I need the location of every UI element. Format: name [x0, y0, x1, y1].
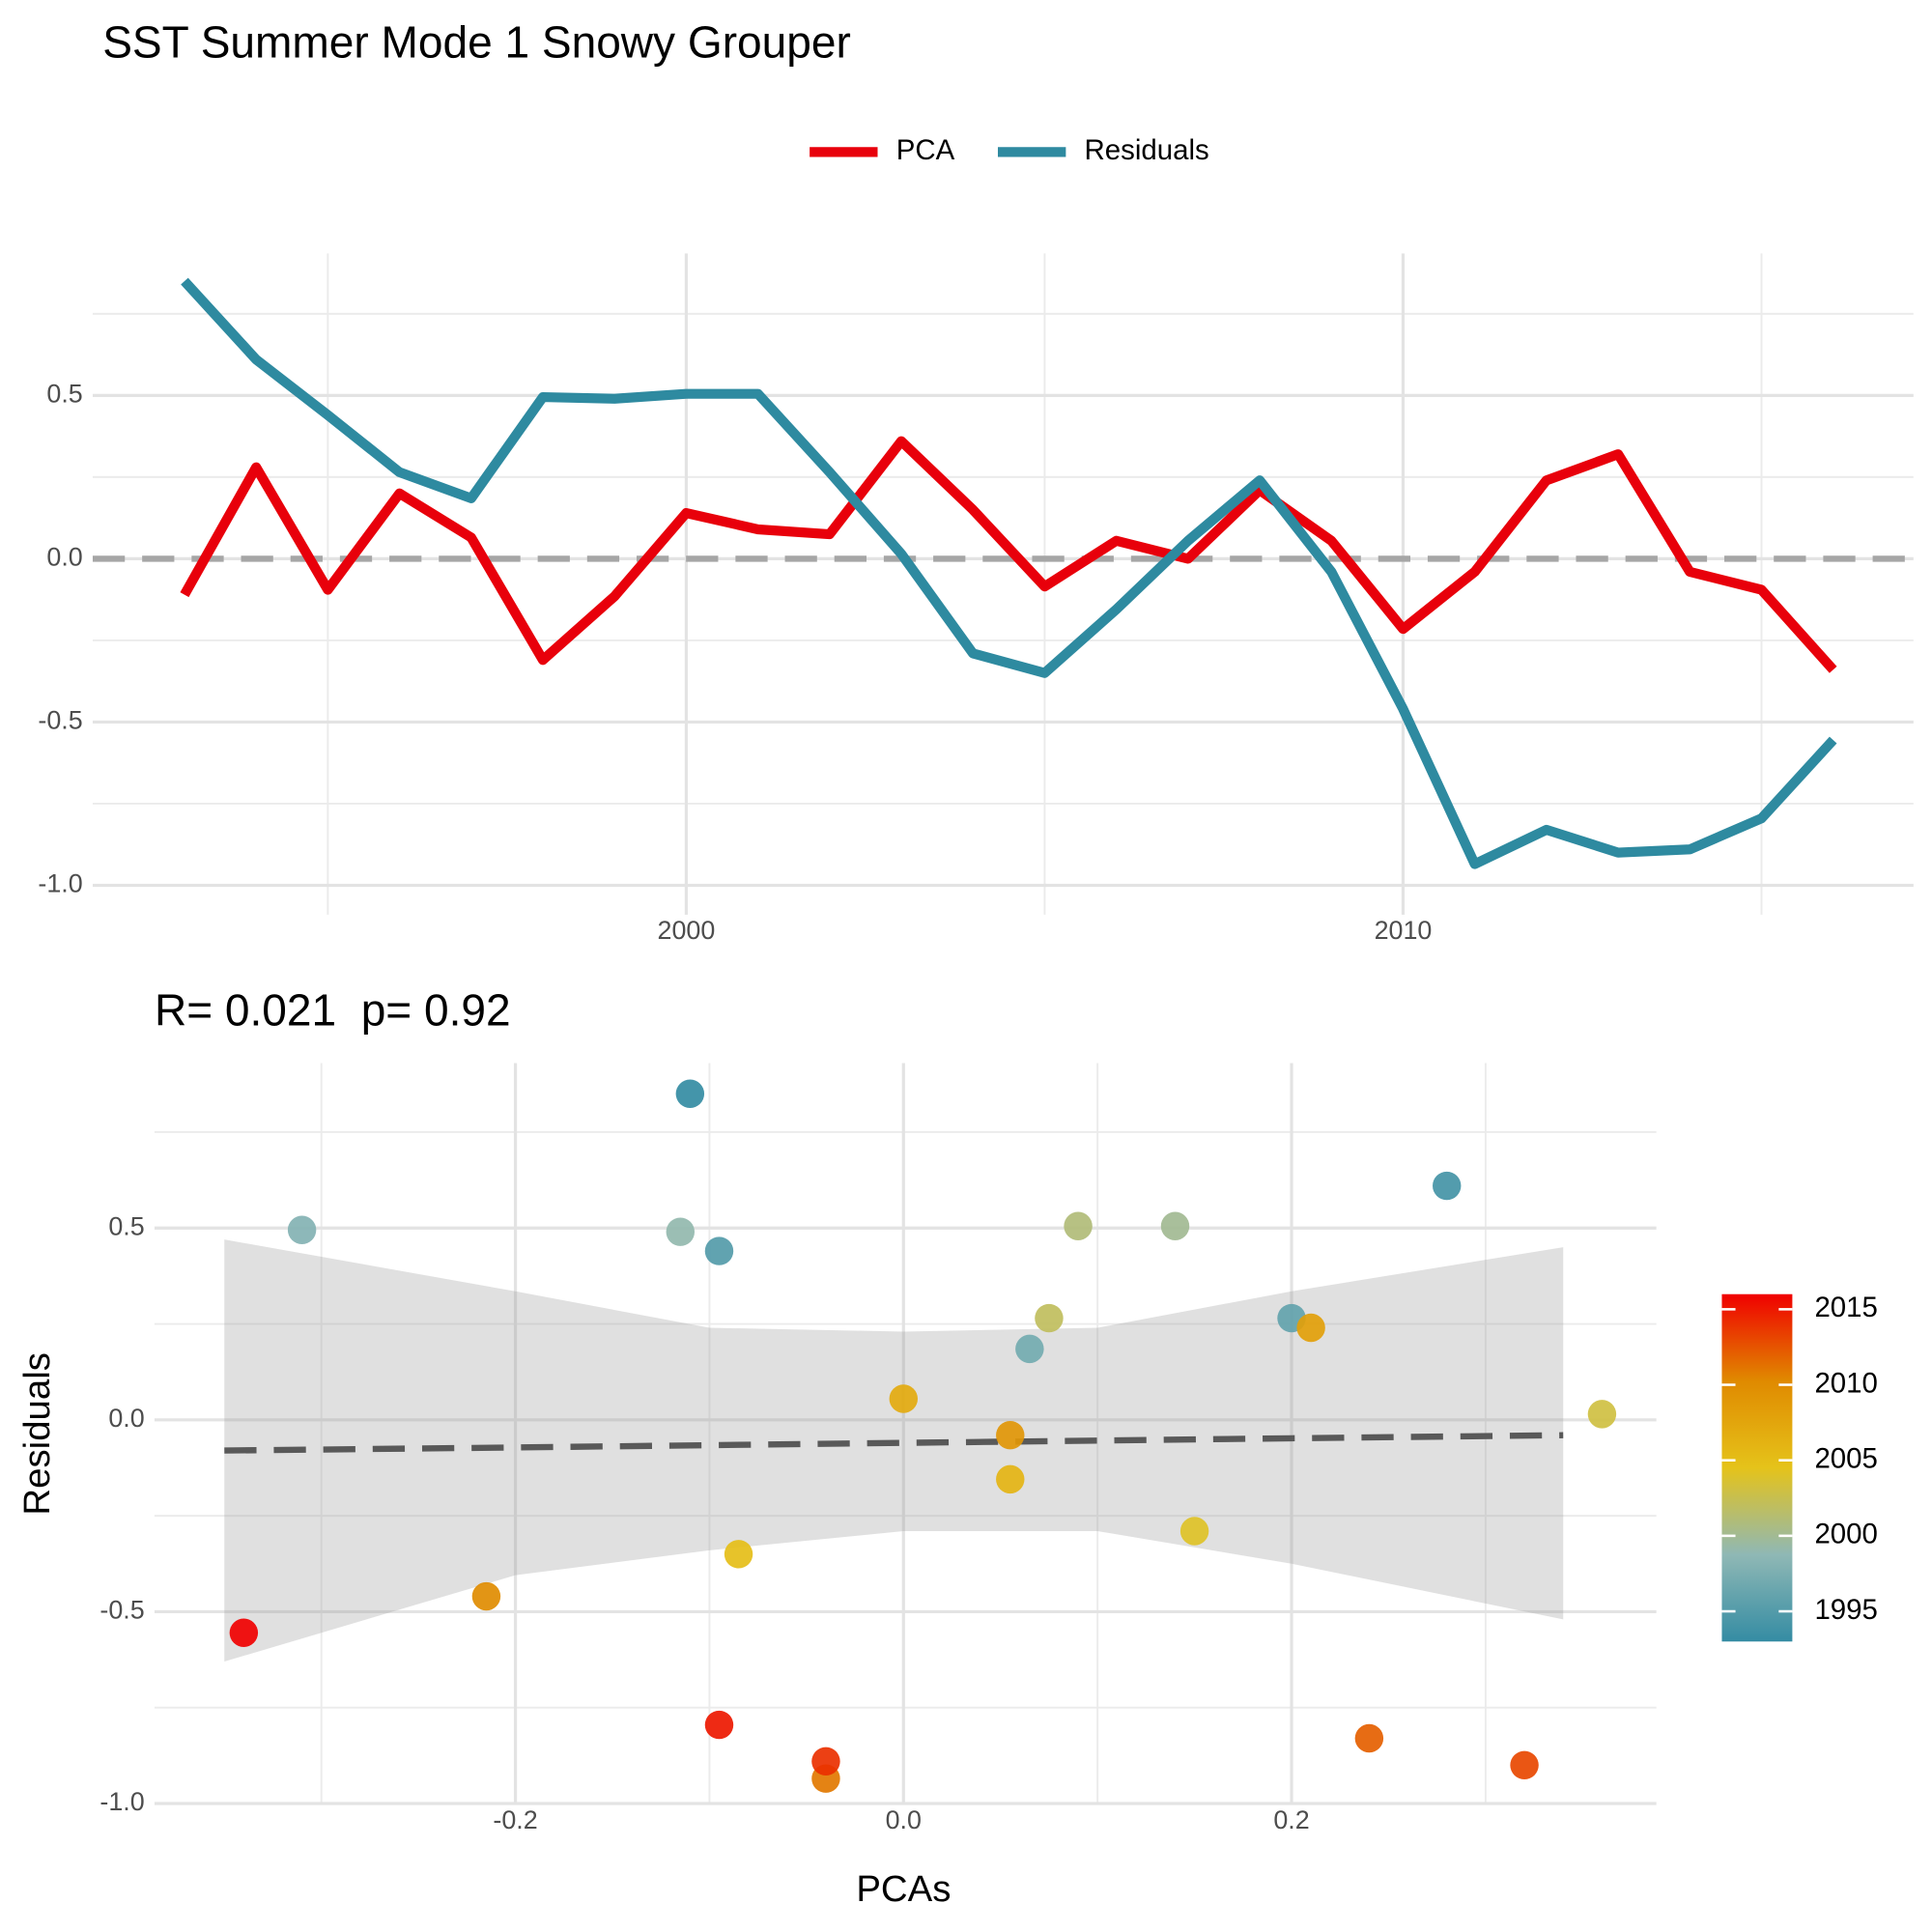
colorbar-label: 2000 — [1814, 1519, 1877, 1550]
colorbar-label: 2015 — [1814, 1292, 1877, 1323]
point — [675, 1079, 705, 1108]
point — [666, 1217, 696, 1246]
x-tick-label: 2000 — [658, 916, 716, 945]
point — [1354, 1723, 1384, 1753]
y-tick-label: -1.0 — [99, 1787, 144, 1816]
y-tick-label: 0.5 — [46, 379, 82, 408]
x-tick-label: -0.2 — [493, 1805, 537, 1834]
point — [1587, 1400, 1617, 1429]
point — [1179, 1517, 1209, 1546]
y-tick-label: 0.5 — [108, 1211, 144, 1240]
legend-label: Residuals — [1085, 134, 1209, 166]
colorbar — [1721, 1293, 1793, 1642]
x-tick-label: 0.2 — [1273, 1805, 1309, 1834]
point — [1433, 1171, 1462, 1201]
y-axis-title: Residuals — [16, 1352, 58, 1516]
confidence-band — [224, 1239, 1564, 1662]
point — [704, 1710, 734, 1740]
point — [996, 1464, 1025, 1494]
colorbar-label: 2005 — [1814, 1442, 1877, 1474]
y-tick-label: 0.0 — [108, 1404, 144, 1433]
data-line — [180, 436, 1837, 673]
point — [229, 1618, 259, 1647]
colorbar-label: 1995 — [1814, 1594, 1877, 1626]
data-line — [181, 277, 1837, 869]
y-tick-label: 0.0 — [46, 543, 82, 572]
point — [287, 1215, 317, 1244]
point — [724, 1540, 753, 1569]
x-axis-title: PCAs — [856, 1868, 951, 1910]
point — [1015, 1334, 1044, 1364]
point — [1160, 1211, 1190, 1240]
point — [996, 1420, 1025, 1450]
point — [1510, 1750, 1539, 1780]
colorbar-label: 2010 — [1814, 1367, 1877, 1399]
point — [889, 1384, 919, 1413]
point — [704, 1236, 734, 1265]
y-tick-label: -0.5 — [38, 706, 82, 735]
y-tick-label: -1.0 — [38, 869, 82, 898]
legend-label: PCA — [896, 134, 955, 166]
x-tick-label: 0.0 — [886, 1805, 922, 1834]
point — [1296, 1313, 1325, 1343]
point — [811, 1747, 840, 1776]
chart-title: SST Summer Mode 1 Snowy Grouper — [102, 17, 851, 68]
y-tick-label: -0.5 — [99, 1596, 144, 1625]
point — [1064, 1211, 1093, 1240]
point — [1035, 1303, 1064, 1333]
chart-title: R= 0.021 p= 0.92 — [155, 984, 511, 1035]
point — [471, 1581, 501, 1611]
x-tick-label: 2010 — [1375, 916, 1433, 945]
fit-line — [224, 1432, 1564, 1454]
